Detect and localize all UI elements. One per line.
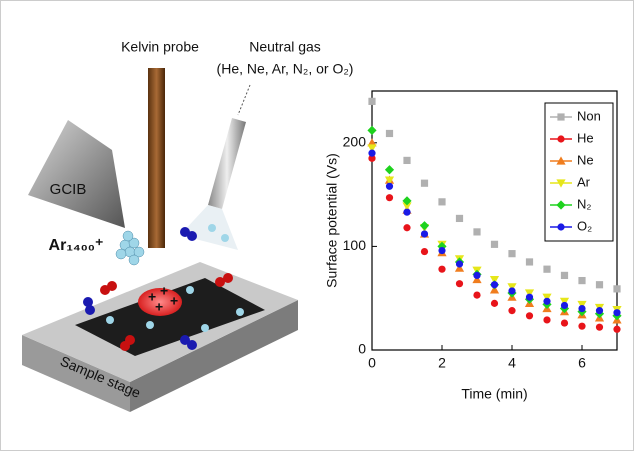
marker <box>543 316 550 323</box>
svg-text:+: + <box>160 283 168 299</box>
marker <box>596 324 603 331</box>
marker <box>613 326 620 333</box>
label: Kelvin probe <box>121 39 199 55</box>
marker <box>596 307 603 314</box>
marker <box>421 180 428 187</box>
marker <box>613 309 620 316</box>
x-tick-label: 4 <box>508 355 516 371</box>
marker <box>368 150 375 157</box>
marker <box>491 300 498 307</box>
marker <box>578 323 585 330</box>
label: (He, Ne, Ar, N₂, or O₂) <box>217 61 354 77</box>
legend-label: N₂ <box>577 196 591 211</box>
legend-marker <box>557 223 564 230</box>
marker <box>421 248 428 255</box>
marker <box>386 183 393 190</box>
marker <box>543 266 550 273</box>
marker <box>578 277 585 284</box>
y-axis-label: Surface potential (Vs) <box>324 153 340 288</box>
kelvin-probe <box>148 68 165 248</box>
marker <box>508 287 515 294</box>
marker <box>456 280 463 287</box>
marker <box>403 224 410 231</box>
marker <box>578 305 585 312</box>
y-tick-label: 200 <box>343 134 367 150</box>
legend-label: Ne <box>577 152 594 167</box>
x-tick-label: 2 <box>438 355 446 371</box>
svg-text:+: + <box>170 293 178 309</box>
marker <box>438 266 445 273</box>
legend-label: Non <box>577 108 601 123</box>
marker <box>386 130 393 137</box>
marker <box>596 281 603 288</box>
label: Ar₁₄₀₀⁺ <box>49 237 104 254</box>
marker <box>526 312 533 319</box>
figure: ++++ Kelvin probe Neutral gas (He, Ne, A… <box>0 0 634 451</box>
marker <box>403 157 410 164</box>
legend-label: O₂ <box>577 218 592 233</box>
marker <box>613 285 620 292</box>
svg-text:+: + <box>155 299 163 315</box>
marker <box>543 298 550 305</box>
x-axis-label: Time (min) <box>461 386 527 402</box>
marker <box>403 209 410 216</box>
marker <box>473 228 480 235</box>
marker <box>508 307 515 314</box>
marker <box>473 272 480 279</box>
x-tick-label: 6 <box>578 355 586 371</box>
marker <box>473 291 480 298</box>
marker <box>456 260 463 267</box>
marker <box>561 319 568 326</box>
legend-label: Ar <box>577 174 591 189</box>
marker <box>456 215 463 222</box>
marker <box>421 230 428 237</box>
marker <box>368 98 375 105</box>
legend-label: He <box>577 130 594 145</box>
marker <box>561 272 568 279</box>
legend-marker <box>557 113 564 120</box>
marker <box>491 241 498 248</box>
marker <box>526 258 533 265</box>
marker <box>491 281 498 288</box>
marker <box>386 194 393 201</box>
x-tick-label: 0 <box>368 355 376 371</box>
marker <box>508 250 515 257</box>
marker <box>526 294 533 301</box>
marker <box>561 302 568 309</box>
y-tick-label: 0 <box>358 341 366 357</box>
label: GCIB <box>50 181 87 198</box>
legend-marker <box>557 135 564 142</box>
marker <box>438 247 445 254</box>
marker <box>438 198 445 205</box>
label: Neutral gas <box>249 39 321 55</box>
y-tick-label: 100 <box>343 237 367 253</box>
